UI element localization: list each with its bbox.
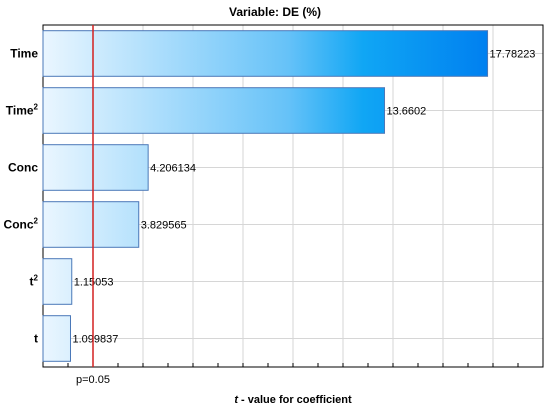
category-label-superscript: 2 [34,103,39,112]
plot-area: 17.7822313.66024.2061343.8295651.150531.… [4,24,544,368]
category-label: Time2 [6,103,39,118]
category-label: Conc [8,161,38,175]
bar [42,315,71,362]
x-axis-label-rest: - value for coefficient [238,394,352,406]
category-label-base: Conc [4,218,34,232]
category-label-base: t [34,332,38,346]
category-label-base: Conc [8,161,38,175]
chart-title: Variable: DE (%) [229,5,321,19]
category-label-superscript: 2 [34,274,39,283]
bar [42,258,73,305]
category-label-base: Time [6,104,34,118]
bar-value-label: 1.099837 [72,334,118,346]
category-label: t [34,332,38,346]
reference-line-label: p=0.05 [76,374,110,386]
category-label: Conc2 [4,217,39,232]
category-label-base: t [30,275,34,289]
category-label: Time [10,47,38,61]
bar [42,144,149,191]
bar [42,87,386,134]
category-label: t2 [30,274,39,289]
bar-value-label: 17.78223 [490,49,536,61]
bar-value-label: 3.829565 [141,220,187,232]
x-axis-label-t: t [234,394,239,406]
bar [42,201,140,248]
bar-value-label: 4.206134 [150,163,196,175]
x-axis-label: t - value for coefficient [234,394,352,406]
bar [42,30,489,77]
category-label-superscript: 2 [34,217,39,226]
category-label-base: Time [10,47,38,61]
bar-value-label: 13.6602 [387,106,427,118]
